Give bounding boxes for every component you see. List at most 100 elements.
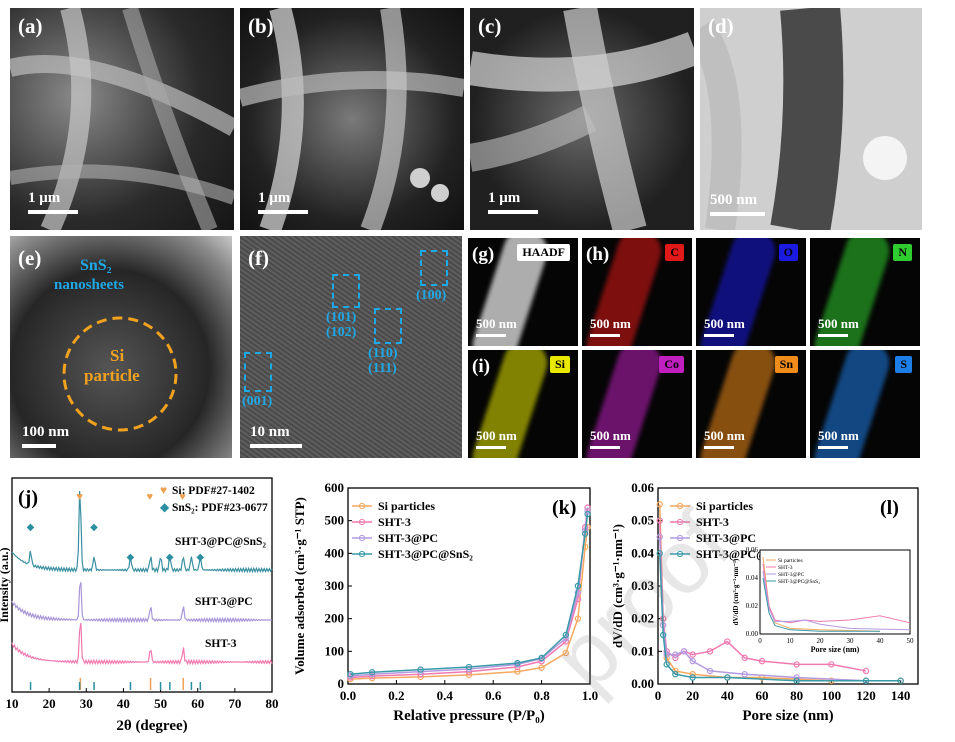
data-point	[584, 507, 591, 515]
x-tick-label: 80	[266, 696, 279, 711]
data-point	[538, 654, 545, 662]
data-point	[663, 651, 670, 658]
data-point	[663, 661, 670, 668]
si-peak-marker: ♥	[179, 491, 186, 503]
y-tick-label: 0.03	[631, 578, 654, 593]
data-point	[514, 659, 521, 667]
fiber-texture	[470, 8, 694, 230]
x-tick-label: 10	[6, 696, 19, 711]
fiber-texture	[700, 8, 907, 230]
y-tick-label: 0.02	[631, 611, 654, 626]
y-tick-label: 0.01	[631, 643, 654, 658]
data-point	[538, 664, 545, 671]
scale-bar	[704, 334, 734, 337]
eds-map-n: N 500 nm	[810, 238, 920, 346]
y-tick-label: 0.06	[631, 480, 654, 495]
scale-bar	[28, 210, 78, 214]
data-point	[368, 669, 376, 676]
x-tick-label: 70	[228, 696, 241, 711]
inset-y-tick-label: 0.02	[746, 602, 759, 610]
legend-marker	[676, 534, 684, 542]
data-point	[562, 631, 569, 639]
panel-label: (j)	[18, 487, 38, 509]
x-tick-label: 0.0	[340, 688, 356, 703]
fft-region-box	[420, 250, 448, 286]
data-point	[897, 677, 904, 684]
series-label: SHT-3@PC@SnS₂	[175, 536, 266, 548]
element-tag: HAADF	[517, 244, 570, 261]
plot-frame	[11, 477, 273, 693]
data-point	[706, 667, 714, 675]
y-tick-label: 0	[338, 676, 345, 691]
scale-bar	[250, 444, 302, 448]
x-tick-label: 50	[154, 696, 167, 711]
tem-panel-e: (e) SnS₂ nanosheets Si particle 100 nm	[10, 236, 232, 458]
panel-label: (b)	[248, 14, 274, 38]
plane-label: (102)	[326, 325, 357, 340]
data-point	[724, 638, 731, 645]
x-tick-label: 60	[191, 696, 204, 711]
y-tick-label: 500	[325, 513, 345, 528]
y-axis-label: Volume adsorbed (cm³·g⁻¹ STP)	[292, 497, 307, 675]
x-tick-label: 140	[891, 688, 911, 703]
particle-label: particle	[84, 366, 140, 385]
sem-panel-b: (b) 1 μm	[240, 8, 464, 230]
data-point	[574, 589, 582, 596]
data-point	[689, 674, 696, 681]
data-point	[672, 651, 679, 658]
inset-legend-entry: SHT-3@PC@SnS₂	[778, 579, 820, 585]
scale-label: 500 nm	[590, 428, 631, 443]
sns2-peak-marker: ◆	[126, 552, 134, 563]
inset-x-tick-label: 40	[877, 637, 885, 645]
eds-map-co: Co 500 nm	[582, 350, 692, 458]
x-tick-label: 40	[117, 696, 130, 711]
legend-entry: SnS₂: PDF#23-0677	[172, 502, 268, 514]
scale-bar	[590, 334, 620, 337]
series-label: SHT-3	[205, 638, 237, 650]
x-tick-label: 80	[790, 688, 803, 703]
data-point	[514, 668, 521, 675]
element-tag: Sn	[774, 356, 798, 373]
legend-entry: SHT-3@PC@SnS₂	[378, 547, 473, 561]
series-line	[350, 527, 589, 680]
plane-label: (110)	[368, 346, 398, 361]
legend-entry: SHT-3	[378, 515, 411, 529]
data-point	[584, 504, 591, 511]
si-peak-marker: ♥	[76, 491, 83, 503]
scale-label: 500 nm	[476, 316, 517, 331]
x-tick-label: 0.6	[485, 688, 502, 703]
data-point	[741, 654, 748, 662]
scale-label: 500 nm	[710, 192, 758, 208]
xrd-chart: 10 20 30 40 50 60 70 80 2θ (degree) Intensity (a.…	[0, 477, 279, 734]
x-axis-label: Pore size (nm)	[742, 708, 833, 724]
x-tick-label: 100	[822, 688, 842, 703]
x-tick-label: 0.2	[388, 688, 404, 703]
eds-map-c: (h) C 500 nm	[582, 238, 692, 346]
fft-region-box	[244, 352, 272, 392]
inset-x-tick-label: 30	[847, 637, 855, 645]
x-axis-label: 2θ (degree)	[116, 718, 187, 734]
fft-region-box	[374, 308, 402, 344]
legend-marker	[676, 502, 684, 510]
scale-label: 1 μm	[488, 190, 521, 206]
data-point	[584, 510, 591, 518]
data-point	[689, 651, 696, 658]
legend-entry: SHT-3@PC	[378, 531, 438, 545]
data-point	[656, 533, 663, 541]
y-tick-label: 300	[325, 578, 345, 593]
scale-label: 500 nm	[476, 428, 517, 443]
scale-bar	[710, 212, 765, 216]
series-line	[350, 514, 589, 675]
panel-label: (a)	[18, 14, 43, 38]
legend-entry: SHT-3@PC	[696, 531, 756, 545]
scale-bar	[488, 210, 538, 214]
panel-label: (e)	[18, 246, 42, 270]
panel-label: (f)	[248, 246, 269, 270]
y-tick-label: 100	[325, 643, 345, 658]
sns2-label: SnS₂	[80, 257, 112, 274]
inset-legend-entry: SHT-3	[778, 565, 793, 571]
series-label: SHT-3@PC	[195, 596, 253, 608]
inset-x-tick-label: 20	[817, 637, 825, 645]
eds-map-si: (i) Si 500 nm	[468, 350, 578, 458]
legend-entry: Si: PDF#27-1402	[172, 485, 255, 497]
